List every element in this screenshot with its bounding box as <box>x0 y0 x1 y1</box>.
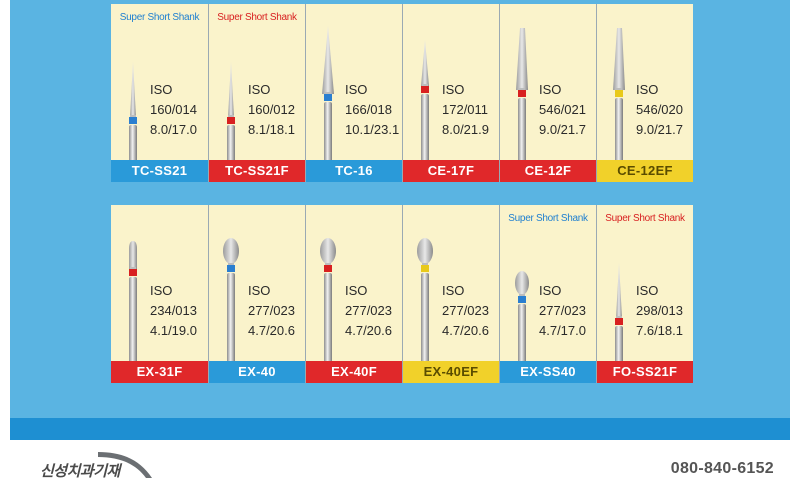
spec-code: 234/013 <box>150 303 197 318</box>
product-code-label[interactable]: CE-12F <box>500 160 596 182</box>
product-code-label[interactable]: EX-40EF <box>403 361 499 383</box>
spec-block: ISO 277/023 4.7/17.0 <box>539 281 586 341</box>
spec-iso: ISO <box>248 283 271 298</box>
spec-iso: ISO <box>150 82 173 97</box>
footer-band <box>10 418 790 440</box>
spec-iso: ISO <box>442 82 465 97</box>
spec-iso: ISO <box>150 283 173 298</box>
spec-code: 277/023 <box>442 303 489 318</box>
spec-iso: ISO <box>539 283 562 298</box>
spec-block: ISO 160/014 8.0/17.0 <box>150 80 197 140</box>
product-card: Super Short Shank ISO 160/012 8.1/18.1 TC-SS… <box>208 4 305 182</box>
bur-image-icon <box>314 16 342 166</box>
product-code-label[interactable]: TC-SS21 <box>111 160 208 182</box>
spec-block: ISO 166/018 10.1/23.1 <box>345 80 399 140</box>
bur-image-icon <box>411 16 439 166</box>
product-card: ISO 277/023 4.7/20.6 EX-40EF <box>402 205 499 383</box>
bur-image-icon <box>508 223 536 373</box>
spec-block: ISO 160/012 8.1/18.1 <box>248 80 295 140</box>
spec-size: 8.0/21.9 <box>442 122 489 137</box>
spec-block: ISO 546/020 9.0/21.7 <box>636 80 683 140</box>
spec-iso: ISO <box>636 82 659 97</box>
spec-block: ISO 277/023 4.7/20.6 <box>248 281 295 341</box>
spec-block: ISO 234/013 4.1/19.0 <box>150 281 197 341</box>
spec-size: 7.6/18.1 <box>636 323 683 338</box>
shank-note: Super Short Shank <box>119 12 200 23</box>
product-code-label[interactable]: EX-40 <box>209 361 305 383</box>
bur-image-icon <box>605 223 633 373</box>
shank-note: Super Short Shank <box>605 213 685 224</box>
product-card: ISO 172/011 8.0/21.9 CE-17F <box>402 4 499 182</box>
phone-number[interactable]: 080-840-6152 <box>670 460 774 477</box>
product-card: ISO 234/013 4.1/19.0 EX-31F <box>111 205 208 383</box>
product-code-label[interactable]: EX-31F <box>111 361 208 383</box>
spec-size: 4.7/20.6 <box>442 323 489 338</box>
spec-code: 166/018 <box>345 102 392 117</box>
spec-block: ISO 546/021 9.0/21.7 <box>539 80 586 140</box>
bur-image-icon <box>119 22 147 172</box>
bur-image-icon <box>508 16 536 166</box>
spec-code: 277/023 <box>345 303 392 318</box>
product-card: ISO 166/018 10.1/23.1 TC-16 <box>305 4 402 182</box>
spec-size: 8.1/18.1 <box>248 122 295 137</box>
product-card: ISO 546/020 9.0/21.7 CE-12EF <box>596 4 693 182</box>
spec-size: 9.0/21.7 <box>539 122 586 137</box>
company-logo-icon <box>98 452 152 478</box>
spec-size: 4.7/17.0 <box>539 323 586 338</box>
spec-block: ISO 277/023 4.7/20.6 <box>345 281 392 341</box>
spec-code: 277/023 <box>248 303 295 318</box>
product-code-label[interactable]: TC-SS21F <box>209 160 305 182</box>
spec-iso: ISO <box>442 283 465 298</box>
spec-code: 160/014 <box>150 102 197 117</box>
spec-size: 4.7/20.6 <box>248 323 295 338</box>
product-row-2: ISO 234/013 4.1/19.0 EX-31F ISO 277/023 4.7/20… <box>111 205 693 383</box>
company-name: 신성치과기재 <box>40 463 120 480</box>
product-code-label[interactable]: CE-17F <box>403 160 499 182</box>
product-card: Super Short Shank ISO 277/023 4.7/17.0 EX-SS… <box>499 205 596 383</box>
product-row-1: Super Short Shank ISO 160/014 8.0/17.0 TC-SS… <box>111 4 693 182</box>
product-code-label[interactable]: EX-40F <box>306 361 402 383</box>
bur-image-icon <box>411 217 439 367</box>
spec-code: 298/013 <box>636 303 683 318</box>
bur-image-icon <box>314 217 342 367</box>
product-code-label[interactable]: EX-SS40 <box>500 361 596 383</box>
product-card: Super Short Shank ISO 160/014 8.0/17.0 TC-SS… <box>111 4 208 182</box>
bur-image-icon <box>605 16 633 166</box>
spec-size: 4.1/19.0 <box>150 323 197 338</box>
spec-code: 277/023 <box>539 303 586 318</box>
shank-note: Super Short Shank <box>508 213 588 224</box>
shank-note: Super Short Shank <box>217 12 297 23</box>
spec-code: 546/021 <box>539 102 586 117</box>
spec-iso: ISO <box>345 283 368 298</box>
spec-size: 4.7/20.6 <box>345 323 392 338</box>
spec-code: 172/011 <box>442 102 489 117</box>
bur-image-icon <box>119 217 147 367</box>
spec-iso: ISO <box>248 82 271 97</box>
bur-image-icon <box>217 22 245 172</box>
spec-size: 8.0/17.0 <box>150 122 197 137</box>
bur-image-icon <box>217 217 245 367</box>
spec-iso: ISO <box>636 283 659 298</box>
spec-size: 9.0/21.7 <box>636 122 683 137</box>
spec-size: 10.1/23.1 <box>345 122 400 137</box>
product-card: ISO 546/021 9.0/21.7 CE-12F <box>499 4 596 182</box>
product-code-label[interactable]: FO-SS21F <box>597 361 693 383</box>
product-card: Super Short Shank ISO 298/013 7.6/18.1 FO-SS… <box>596 205 693 383</box>
spec-block: ISO 298/013 7.6/18.1 <box>636 281 683 341</box>
product-card: ISO 277/023 4.7/20.6 EX-40 <box>208 205 305 383</box>
product-card: ISO 277/023 4.7/20.6 EX-40F <box>305 205 402 383</box>
product-code-label[interactable]: CE-12EF <box>597 160 693 182</box>
spec-iso: ISO <box>345 82 368 97</box>
spec-iso: ISO <box>539 82 562 97</box>
product-code-label[interactable]: TC-16 <box>306 160 402 182</box>
spec-code: 160/012 <box>248 102 295 117</box>
spec-code: 546/020 <box>636 102 683 117</box>
spec-block: ISO 172/011 8.0/21.9 <box>442 80 489 140</box>
spec-block: ISO 277/023 4.7/20.6 <box>442 281 489 341</box>
